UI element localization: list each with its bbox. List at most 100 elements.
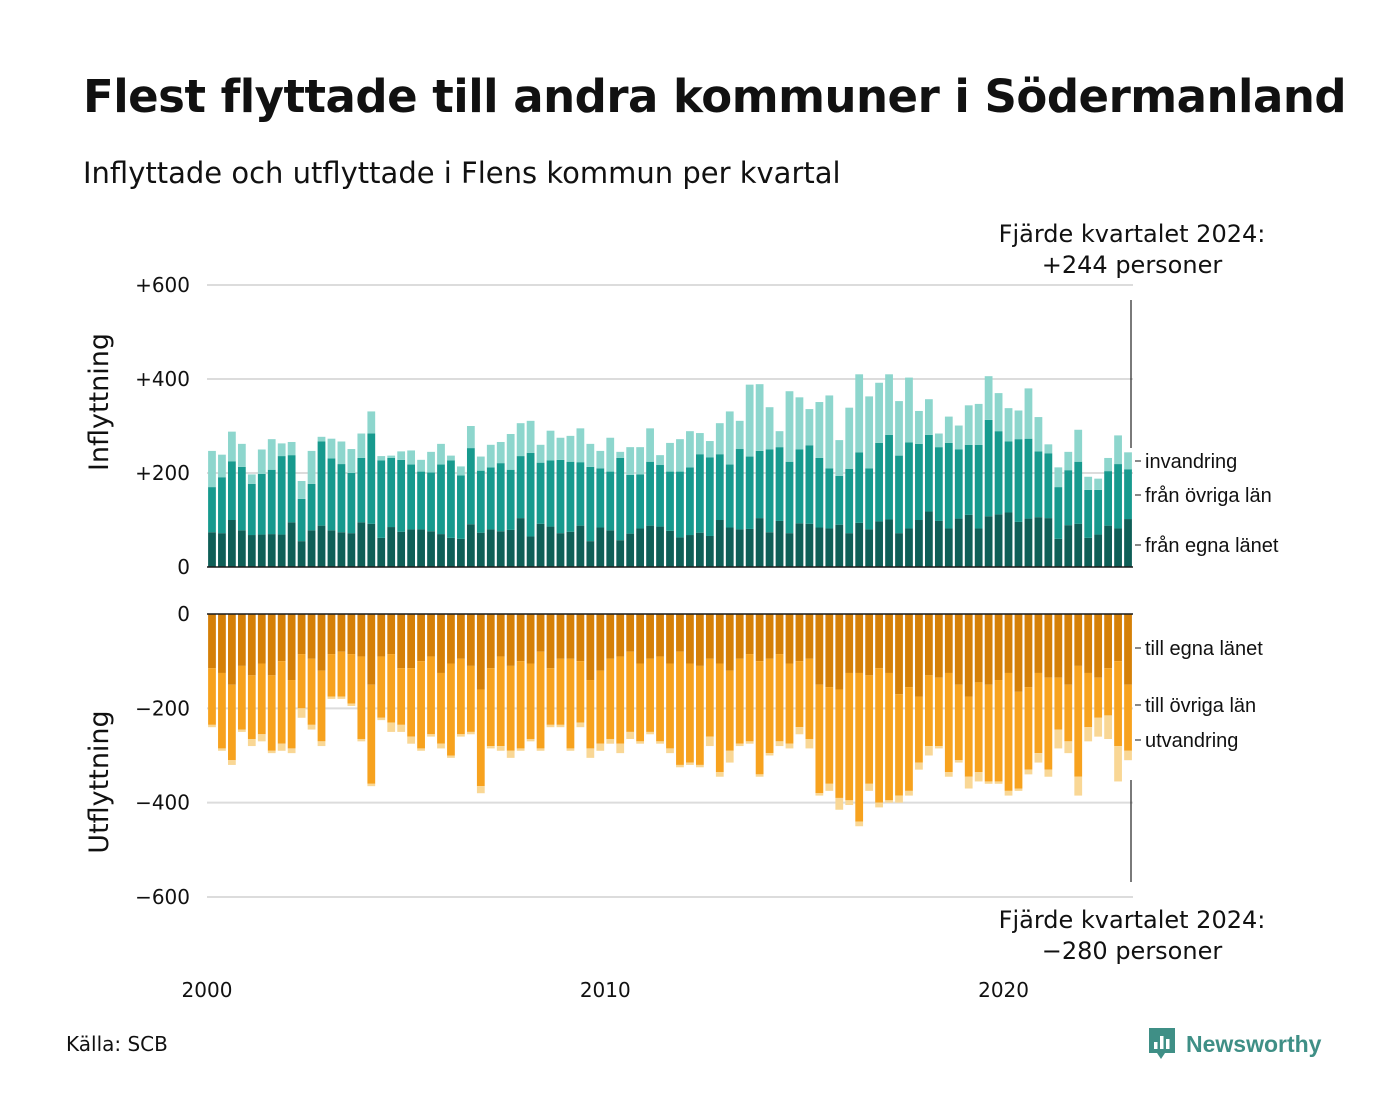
outflow-bar-segment-c: [516, 748, 525, 751]
outflow-bar-segment-a: [795, 614, 804, 662]
inflow-bar-segment-b: [606, 471, 615, 531]
outflow-bar-segment-b: [925, 675, 933, 747]
outflow-bar-segment-b: [536, 651, 545, 749]
outflow-bar-segment-b: [676, 651, 684, 765]
outflow-bar-segment-c: [695, 764, 704, 768]
outflow-bar-segment-a: [466, 614, 475, 666]
inflow-bar-segment-c: [337, 441, 346, 465]
inflow-bar-segment-c: [686, 431, 694, 468]
inflow-bar-segment-a: [1054, 538, 1063, 567]
outflow-bar-segment-b: [715, 663, 724, 772]
inflow-bar-segment-b: [1004, 441, 1013, 513]
outflow-bar-segment-b: [636, 663, 645, 742]
inflow-bar-segment-a: [606, 530, 615, 567]
outflow-bar-segment-c: [1094, 717, 1103, 737]
inflow-bar-segment-b: [447, 460, 455, 538]
outflow-bar-segment-c: [1084, 727, 1093, 742]
inflow-bar-segment-c: [1044, 444, 1053, 454]
outflow-bar-segment-b: [506, 665, 515, 751]
outflow-bar-segment-c: [636, 741, 645, 744]
outflow-bar-segment-b: [755, 661, 764, 775]
outflow-bar-segment-b: [1054, 677, 1063, 730]
outflow-bar-segment-b: [307, 658, 316, 725]
inflow-bar-segment-a: [576, 525, 585, 567]
outflow-bar-segment-b: [1004, 672, 1013, 791]
chart-title: Flest flyttade till andra kommuner i Söd…: [83, 70, 1347, 123]
inflow-bar-segment-c: [536, 444, 545, 463]
inflow-bar-segment-b: [327, 458, 336, 531]
outflow-bar-segment-a: [1124, 614, 1132, 685]
outflow-bar-segment-c: [944, 772, 953, 777]
inflow-bar-segment-b: [795, 449, 804, 524]
outflow-bar-segment-a: [895, 614, 903, 695]
inflow-bar-segment-c: [1074, 429, 1083, 462]
inflow-bar-segment-a: [974, 528, 983, 567]
outflow-bar-segment-a: [705, 614, 714, 659]
inflow-bar-segment-b: [676, 471, 684, 538]
outflow-bar-segment-a: [228, 614, 236, 685]
inflow-bar-segment-b: [825, 468, 834, 529]
inflow-bar-segment-c: [705, 441, 714, 458]
outflow-bar-segment-a: [666, 614, 674, 664]
outflow-bar-segment-c: [586, 748, 595, 758]
outflow-bar-segment-a: [974, 614, 983, 683]
inflow-bar-segment-b: [686, 467, 694, 536]
outflow-bar-segment-c: [895, 795, 903, 803]
inflow-bar-segment-c: [994, 393, 1003, 432]
inflow-bar-segment-a: [228, 520, 236, 567]
outflow-bar-segment-a: [626, 614, 635, 652]
inflow-bar-segment-b: [357, 457, 366, 523]
inflow-bar-segment-a: [327, 530, 336, 567]
outflow-bar-segment-a: [636, 614, 645, 664]
inflow-bar-segment-a: [427, 531, 435, 567]
outflow-bar-segment-a: [606, 614, 615, 659]
newsworthy-logo[interactable]: Newsworthy: [1147, 1026, 1321, 1062]
outflow-bar-segment-c: [367, 783, 376, 787]
outflow-bar-segment-b: [915, 696, 923, 763]
inflow-bar-segment-b: [417, 471, 425, 530]
inflow-bar-segment-a: [307, 530, 316, 567]
inflow-bar-segment-b: [984, 419, 993, 517]
outflow-bar-segment-b: [387, 654, 396, 723]
outflow-bar-segment-b: [566, 658, 575, 749]
inflow-bar-segment-a: [705, 535, 714, 567]
inflow-bar-segment-b: [646, 461, 654, 526]
outflow-bar-segment-a: [377, 614, 386, 657]
outflow-bar-segment-b: [695, 665, 704, 765]
inflow-bar-segment-b: [944, 442, 953, 529]
inflow-bar-segment-c: [1034, 417, 1043, 452]
inflow-bar-segment-c: [427, 451, 435, 473]
inflow-bar-segment-a: [1004, 512, 1013, 567]
outflow-bar-segment-c: [855, 821, 864, 827]
inflow-bar-segment-c: [596, 450, 605, 469]
inflow-bar-segment-a: [666, 530, 674, 567]
inflow-bar-segment-c: [287, 441, 296, 456]
inflow-bar-segment-c: [725, 411, 734, 465]
inflow-bar-segment-b: [925, 434, 933, 512]
label-invandring: invandring: [1145, 451, 1237, 473]
inflow-bar-segment-b: [367, 433, 376, 524]
inflow-bar-segment-c: [755, 384, 764, 451]
inflow-bar-segment-c: [895, 401, 903, 456]
outflow-bar-segment-c: [317, 741, 326, 747]
outflow-bar-segment-b: [1094, 677, 1103, 718]
outflow-bar-segment-a: [805, 614, 814, 659]
inflow-bar-segment-c: [954, 425, 963, 450]
inflow-bar-segment-a: [885, 519, 893, 567]
outflow-bar-segment-a: [237, 614, 246, 666]
inflow-bar-segment-c: [218, 454, 226, 478]
outflow-bar-segment-b: [596, 670, 605, 744]
inflow-bar-segment-a: [566, 531, 575, 567]
inflow-bar-segment-c: [735, 420, 744, 450]
inflow-bar-segment-c: [1004, 408, 1013, 442]
outflow-axis-title: Utflyttning: [84, 710, 115, 853]
outflow-bar-segment-a: [357, 614, 366, 657]
outflow-bar-segment-a: [905, 614, 913, 688]
inflow-bar-segment-b: [1014, 439, 1023, 522]
outflow-bar-segment-c: [476, 786, 485, 794]
outflow-bar-segment-a: [556, 614, 565, 659]
inflow-bar-segment-c: [984, 376, 993, 420]
outflow-bar-segment-b: [855, 672, 864, 822]
outflow-bar-segment-b: [586, 680, 595, 749]
inflow-bar-segment-c: [1014, 410, 1023, 440]
